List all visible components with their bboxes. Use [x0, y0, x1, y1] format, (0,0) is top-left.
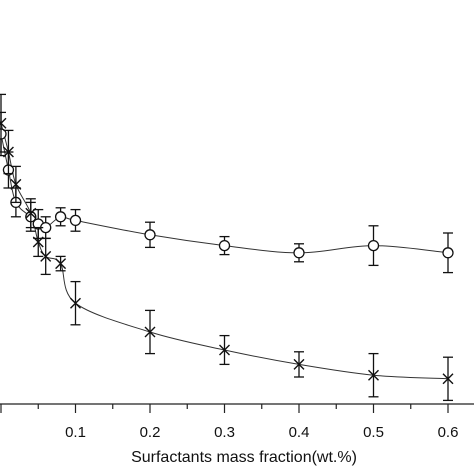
x-tick-label: 0.5 — [363, 424, 384, 441]
circle-data-point — [367, 225, 380, 267]
cross-data-point — [55, 255, 67, 272]
cross-marker — [144, 326, 156, 338]
cross-data-point — [10, 165, 22, 204]
cross-marker — [368, 369, 379, 381]
circle-marker — [293, 247, 305, 259]
cross-data-point — [40, 237, 52, 276]
cross-marker — [442, 373, 454, 385]
x-tick-label: 0.2 — [140, 424, 161, 441]
cross-data-point — [0, 93, 7, 153]
circle-data-point — [69, 208, 82, 232]
circle-marker — [442, 247, 454, 259]
cross-marker — [219, 344, 230, 356]
cross-data-point — [219, 334, 230, 366]
circle-data-point — [54, 207, 67, 227]
cross-marker — [40, 250, 52, 262]
circle-data-point — [144, 221, 156, 249]
circle-marker — [144, 229, 156, 241]
circle-marker — [69, 214, 82, 227]
cross-data-point — [144, 309, 156, 355]
circle-marker — [367, 239, 380, 252]
cross-marker — [25, 207, 37, 219]
x-axis-title: Surfactants mass fraction(wt.%) — [131, 449, 357, 466]
x-tick-label: 0.1 — [65, 424, 86, 441]
cross-data-point — [368, 352, 379, 398]
cross-marker — [70, 297, 81, 309]
cross-marker — [0, 117, 7, 129]
cross-data-point — [2, 129, 14, 175]
cross-data-point — [293, 351, 305, 378]
circle-data-point — [442, 232, 454, 274]
circle-marker — [54, 211, 67, 223]
circle-marker — [218, 239, 231, 252]
cross-marker — [10, 178, 22, 190]
circle-data-point — [218, 235, 231, 256]
cross-marker — [2, 146, 14, 158]
x-tick-label: 0.6 — [438, 424, 459, 441]
cross-marker — [55, 258, 67, 270]
chart-marks — [0, 93, 454, 402]
x-tick-label: 0.4 — [289, 424, 310, 441]
cross-data-point — [442, 356, 454, 402]
x-tick-label: 0.3 — [214, 424, 235, 441]
x-tick-labels: 0.1 0.2 0.3 0.4 0.5 0.6 — [65, 424, 458, 441]
cross-marker — [293, 358, 305, 370]
cross-data-point — [70, 280, 81, 326]
circle-series-curve — [0, 133, 449, 254]
cross-data-point — [25, 198, 37, 229]
chart-axes — [0, 403, 474, 413]
circle-data-point — [293, 243, 305, 263]
